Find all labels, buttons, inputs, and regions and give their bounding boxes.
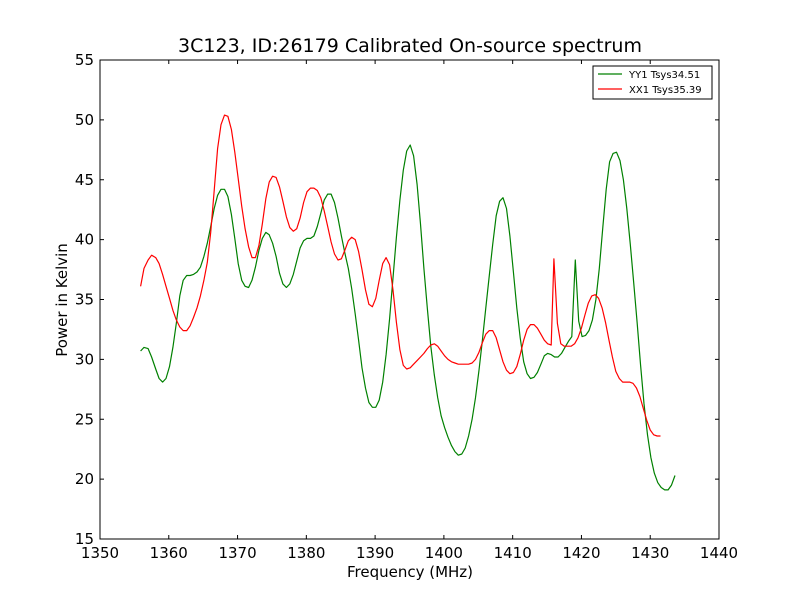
x-tick-label: 1360 (150, 544, 188, 562)
x-tick-label: 1350 (81, 544, 119, 562)
y-tick-label: 25 (75, 410, 94, 428)
x-tick-label: 1420 (562, 544, 600, 562)
y-tick-label: 50 (75, 111, 94, 129)
x-tick-label: 1410 (494, 544, 532, 562)
legend-box (592, 65, 713, 100)
y-axis: 15 20 25 30 35 40 45 50 55 (75, 51, 719, 548)
y-tick-label: 35 (75, 291, 94, 309)
y-axis-label: Power in Kelvin (53, 243, 71, 357)
legend-label: YY1 Tsys34.51 (628, 70, 700, 81)
plot-series (140, 114, 676, 491)
x-tick-label: 1400 (425, 544, 463, 562)
y-tick-label: 45 (75, 171, 94, 189)
y-tick-label: 30 (75, 350, 94, 368)
x-axis: 1350 1360 1370 1380 1390 1400 1410 1420 1430 1440 (81, 60, 738, 562)
chart-title: 3C123, ID:26179 Calibrated On-source spe… (178, 35, 642, 57)
y-tick-label: 55 (75, 51, 94, 69)
x-tick-label: 1370 (218, 544, 256, 562)
y-tick-label: 20 (75, 470, 94, 488)
x-tick-label: 1390 (356, 544, 394, 562)
x-tick-label: 1380 (287, 544, 325, 562)
x-tick-label: 1430 (631, 544, 669, 562)
series-line-1 (140, 144, 676, 491)
x-tick-label: 1440 (700, 544, 738, 562)
y-tick-label: 15 (75, 530, 94, 548)
plot-frame (99, 59, 720, 540)
legend-label: XX1 Tsys35.39 (629, 85, 702, 96)
legend: YY1 Tsys34.51 XX1 Tsys35.39 (592, 65, 713, 100)
y-tick-label: 40 (75, 231, 94, 249)
series-line-2 (140, 114, 661, 437)
x-axis-label: Frequency (MHz) (347, 563, 473, 581)
